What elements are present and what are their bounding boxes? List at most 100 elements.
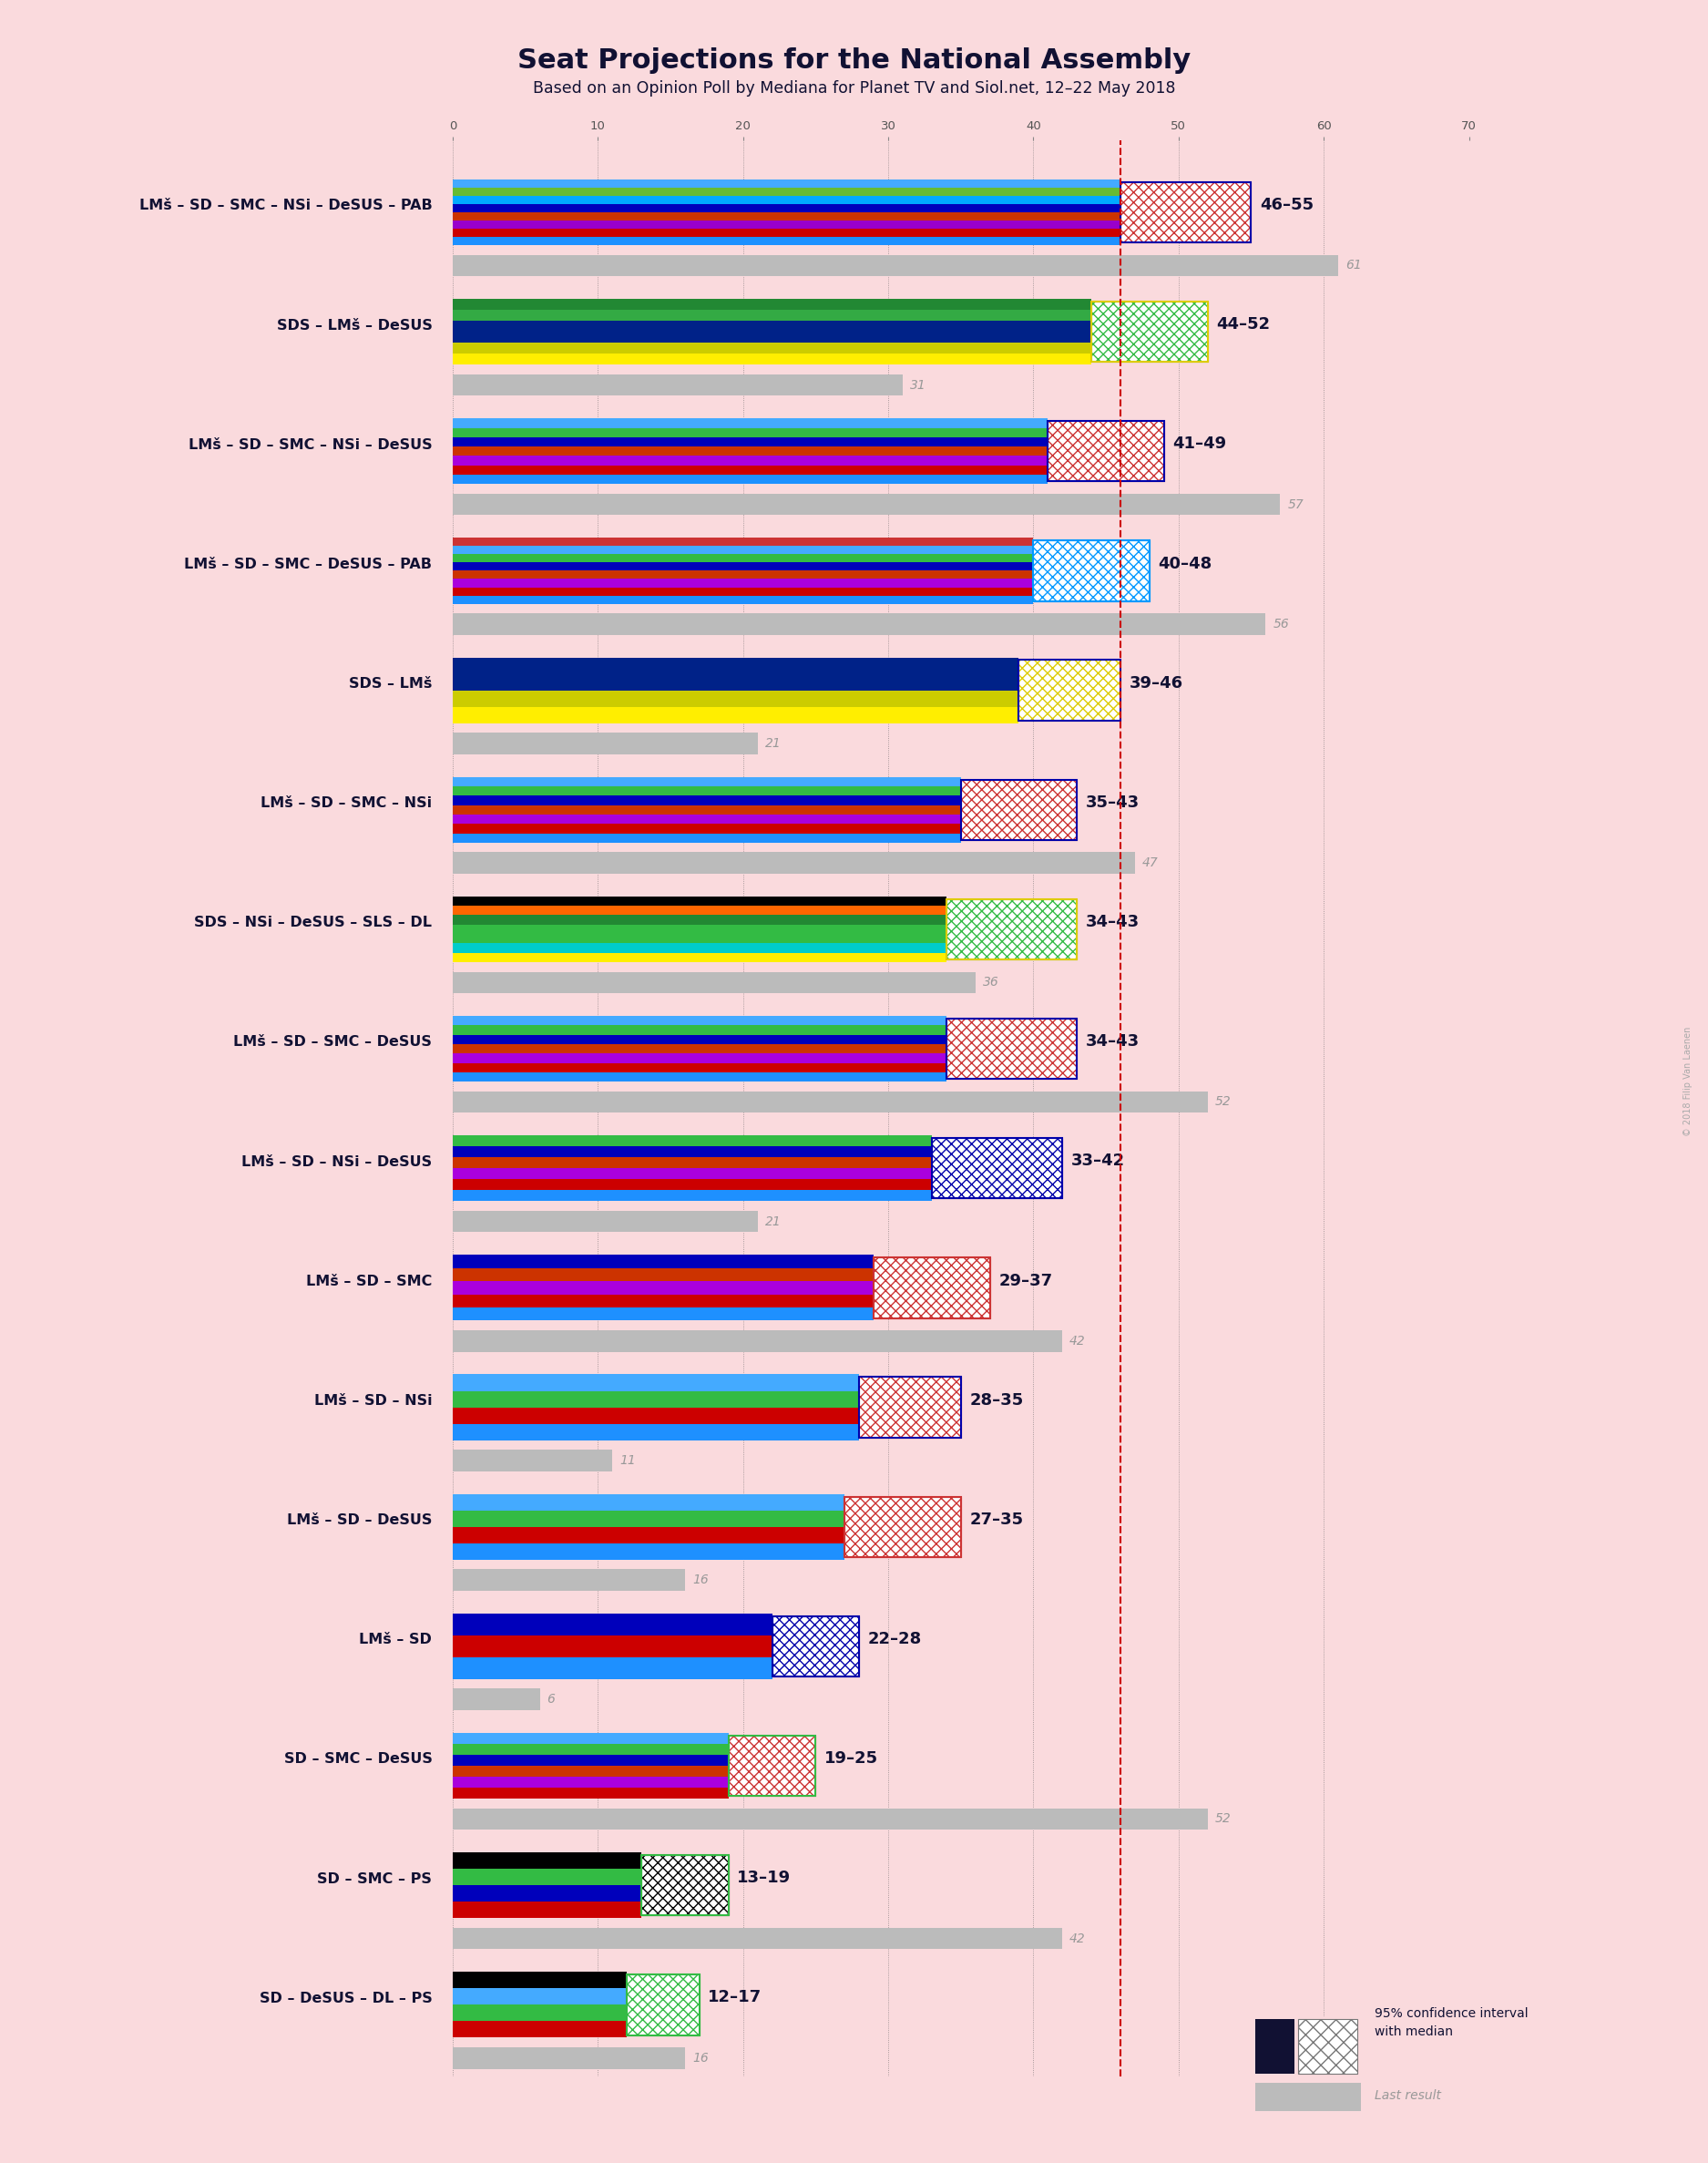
Bar — [933, 1138, 1062, 1198]
Text: SDS – LMš: SDS – LMš — [348, 677, 432, 690]
Bar — [453, 465, 1049, 474]
Text: 11: 11 — [620, 1454, 635, 1467]
Bar — [1049, 422, 1165, 482]
Bar — [453, 1391, 859, 1408]
Text: LMš – SD – SMC – DeSUS – PAB: LMš – SD – SMC – DeSUS – PAB — [184, 558, 432, 571]
Bar — [946, 900, 1078, 960]
Bar — [453, 1179, 933, 1190]
Bar — [1033, 541, 1149, 601]
Bar — [453, 331, 1091, 342]
Bar — [453, 1527, 845, 1542]
Bar — [453, 906, 946, 915]
Text: 52: 52 — [1214, 1097, 1231, 1107]
Text: LMš – SD – NSi: LMš – SD – NSi — [314, 1393, 432, 1408]
Bar — [1033, 541, 1149, 601]
Text: 28–35: 28–35 — [970, 1393, 1023, 1408]
Bar — [627, 1975, 700, 2035]
Bar — [453, 554, 1033, 562]
Bar — [453, 539, 1033, 545]
Text: SD – SMC – PS: SD – SMC – PS — [318, 1871, 432, 1886]
Bar — [845, 1497, 960, 1557]
Bar — [453, 1869, 642, 1886]
Text: LMš – SD – SMC – NSi: LMš – SD – SMC – NSi — [261, 796, 432, 811]
Text: 52: 52 — [1214, 1813, 1231, 1826]
Bar — [453, 229, 1120, 238]
Bar — [453, 943, 946, 952]
Bar — [453, 1168, 933, 1179]
Bar — [729, 1735, 816, 1795]
Bar — [453, 221, 1120, 229]
Bar — [453, 1542, 845, 1560]
Bar — [453, 1510, 845, 1527]
Bar — [453, 2005, 627, 2020]
Bar — [453, 417, 1049, 428]
Bar — [453, 1689, 540, 1711]
Bar — [453, 1988, 627, 2005]
Bar — [453, 1090, 1208, 1112]
Bar — [453, 1568, 685, 1590]
Bar — [453, 707, 1018, 722]
Text: 42: 42 — [1069, 1932, 1086, 1945]
Bar — [453, 342, 1091, 355]
Text: Seat Projections for the National Assembly: Seat Projections for the National Assemb… — [518, 48, 1190, 74]
Bar — [453, 1146, 933, 1157]
Bar — [946, 1019, 1078, 1079]
Bar — [1049, 422, 1165, 482]
Bar — [453, 1045, 946, 1053]
Bar — [453, 1408, 859, 1423]
Bar — [453, 1808, 1208, 1830]
Bar — [874, 1257, 991, 1317]
Text: 44–52: 44–52 — [1216, 316, 1271, 333]
Text: LMš – SD – SMC – NSi – DeSUS – PAB: LMš – SD – SMC – NSi – DeSUS – PAB — [138, 199, 432, 212]
Bar — [946, 900, 1078, 960]
Bar — [933, 1138, 1062, 1198]
Bar — [1298, 2018, 1358, 2074]
Bar — [453, 1017, 946, 1025]
Text: 61: 61 — [1346, 260, 1361, 273]
Bar — [453, 1280, 874, 1293]
Text: 21: 21 — [765, 738, 781, 751]
Text: 46–55: 46–55 — [1261, 197, 1313, 214]
Bar — [946, 1019, 1078, 1079]
Text: 95% confidence interval
with median: 95% confidence interval with median — [1375, 2007, 1529, 2038]
Bar — [453, 545, 1033, 554]
Bar — [1091, 301, 1208, 361]
Text: 21: 21 — [765, 1216, 781, 1229]
Text: LMš – SD – NSi – DeSUS: LMš – SD – NSi – DeSUS — [241, 1155, 432, 1168]
Bar — [453, 255, 1339, 277]
Bar — [453, 1211, 758, 1233]
Bar — [453, 915, 946, 924]
Bar — [453, 952, 946, 963]
Bar — [453, 1053, 946, 1062]
Bar — [772, 1616, 859, 1676]
Bar — [453, 1293, 874, 1306]
Bar — [453, 1255, 874, 1268]
Bar — [453, 1190, 933, 1200]
Bar — [453, 658, 1018, 675]
Text: 29–37: 29–37 — [999, 1272, 1052, 1289]
Bar — [1049, 422, 1165, 482]
Bar — [453, 355, 1091, 366]
Text: 22–28: 22–28 — [868, 1631, 922, 1648]
Text: 42: 42 — [1069, 1335, 1086, 1348]
Bar — [453, 1754, 729, 1765]
Text: 33–42: 33–42 — [1071, 1153, 1126, 1170]
Text: 35–43: 35–43 — [1086, 794, 1139, 811]
Bar — [453, 1787, 729, 1800]
Bar — [453, 852, 1134, 874]
Bar — [960, 779, 1078, 839]
Bar — [453, 1765, 729, 1776]
Bar — [453, 474, 1049, 485]
Bar — [1091, 301, 1208, 361]
Bar — [453, 1635, 772, 1657]
Text: LMš – SD – DeSUS: LMš – SD – DeSUS — [287, 1514, 432, 1527]
Text: 27–35: 27–35 — [970, 1512, 1023, 1527]
Bar — [453, 1330, 1062, 1352]
Bar — [453, 1374, 859, 1391]
Text: 36: 36 — [982, 976, 999, 988]
Bar — [453, 1973, 627, 1988]
Bar — [946, 1019, 1078, 1079]
Bar — [453, 1136, 933, 1146]
Bar — [453, 815, 960, 824]
Bar — [1120, 182, 1250, 242]
